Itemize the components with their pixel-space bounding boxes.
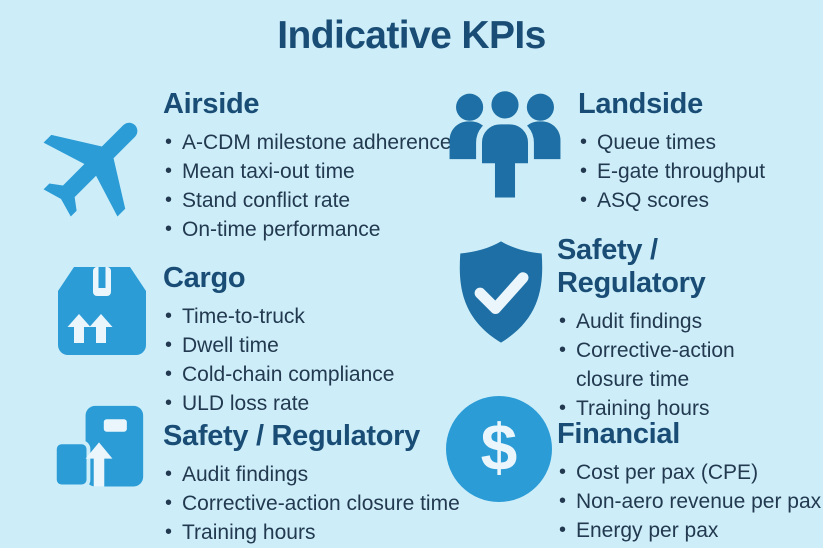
kpi-list: Time-to-truck Dwell time Cold-chain comp…	[163, 302, 448, 418]
section-title: Airside	[163, 88, 260, 120]
section-title: Cargo	[163, 262, 246, 294]
kpi-list: A-CDM milestone adherence Mean taxi-out …	[163, 128, 463, 244]
kpi-item: Dwell time	[163, 331, 448, 360]
kpi-item: Training hours	[557, 394, 772, 423]
kpi-item: Cost per pax (CPE)	[557, 458, 823, 487]
kpi-list: Cost per pax (CPE) Non-aero revenue per …	[557, 458, 823, 545]
section-title: Financial	[557, 418, 680, 450]
kpi-list: Audit findings Corrective-action closure…	[557, 307, 772, 423]
section-safety-regulatory-left: Safety / Regulatory Audit findings Corre…	[163, 420, 498, 547]
kpi-item: ULD loss rate	[163, 389, 448, 418]
kpi-list: Audit findings Corrective-action closure…	[163, 460, 498, 547]
people-group-icon	[446, 86, 564, 204]
section-title: Safety / Regulatory	[557, 234, 706, 299]
kpi-item: Cold-chain compliance	[163, 360, 448, 389]
section-landside: Landside Queue times E-gate throughput A…	[578, 88, 813, 215]
kpi-item: On-time performance	[163, 215, 463, 244]
dollar-circle-icon: $	[446, 396, 552, 502]
page-title: Indicative KPIs	[277, 14, 546, 57]
section-financial: Financial Cost per pax (CPE) Non-aero re…	[557, 418, 823, 545]
kpi-item: Mean taxi-out time	[163, 157, 463, 186]
section-safety-regulatory-right: Safety / Regulatory Audit findings Corre…	[557, 234, 772, 423]
section-cargo: Cargo Time-to-truck Dwell time Cold-chai…	[163, 262, 448, 418]
kpi-list: Queue times E-gate throughput ASQ scores	[578, 128, 813, 215]
airplane-icon	[32, 100, 164, 232]
section-title: Safety / Regulatory	[163, 420, 420, 452]
kpi-item: Training hours	[163, 518, 498, 547]
shield-check-icon	[446, 236, 556, 348]
kpi-item: Corrective-action closure time	[163, 489, 498, 518]
section-title: Landside	[578, 88, 703, 120]
dollar-sign-glyph: $	[480, 410, 518, 484]
kpi-item: A-CDM milestone adherence	[163, 128, 463, 157]
kpi-item: E-gate throughput	[578, 157, 813, 186]
stacked-boxes-icon	[50, 402, 148, 498]
kpi-item: Audit findings	[163, 460, 498, 489]
kpi-item: Time-to-truck	[163, 302, 448, 331]
kpi-item: Non-aero revenue per pax	[557, 487, 823, 516]
section-airside: Airside A-CDM milestone adherence Mean t…	[163, 88, 463, 244]
kpi-item: Audit findings	[557, 307, 772, 336]
kpi-item: Stand conflict rate	[163, 186, 463, 215]
kpi-item: Energy per pax	[557, 516, 823, 545]
kpi-item: ASQ scores	[578, 186, 813, 215]
kpi-item: Corrective-action closure time	[557, 336, 772, 394]
cargo-box-icon	[52, 261, 152, 361]
kpi-item: Queue times	[578, 128, 813, 157]
